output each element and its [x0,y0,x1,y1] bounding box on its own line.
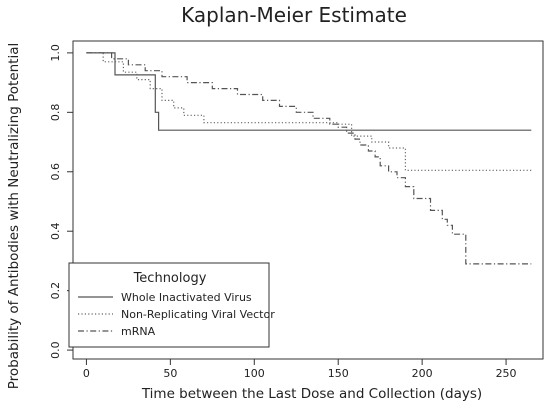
x-tick-label: 100 [244,367,265,380]
legend-title: Technology [133,271,207,286]
y-axis-label: Probability of Antibodies with Neutraliz… [6,43,22,389]
legend-box [68,262,270,348]
y-tick-label: 0.8 [49,104,62,122]
series-line-1 [86,52,532,171]
x-tick-label: 200 [412,367,433,380]
legend: Technology Whole Inactivated Virus Non-Re… [68,262,275,348]
x-tick-label: 150 [328,367,349,380]
series-line-2 [86,52,532,265]
x-tick-label: 0 [83,367,90,380]
x-axis-label: Time between the Last Dose and Collectio… [141,386,482,402]
x-tick-label: 50 [163,367,177,380]
plot-frame [72,40,544,360]
y-tick-label: 0.0 [49,341,62,359]
y-tick-label: 0.2 [49,282,62,300]
legend-label: Whole Inactivated Virus [121,291,252,304]
axis-ticks: 0 50 100 150 200 250 0.0 0.2 0.4 0.6 0.8 1.0 [49,44,517,380]
x-tick-label: 250 [496,367,517,380]
legend-label: mRNA [121,325,156,338]
legend-label: Non-Replicating Viral Vector [121,308,275,321]
series-lines [86,52,532,265]
y-tick-label: 0.6 [49,163,62,181]
y-tick-label: 1.0 [49,44,62,62]
y-tick-label: 0.4 [49,222,62,240]
series-line-0 [86,52,532,131]
chart-title: Kaplan-Meier Estimate [181,3,407,27]
